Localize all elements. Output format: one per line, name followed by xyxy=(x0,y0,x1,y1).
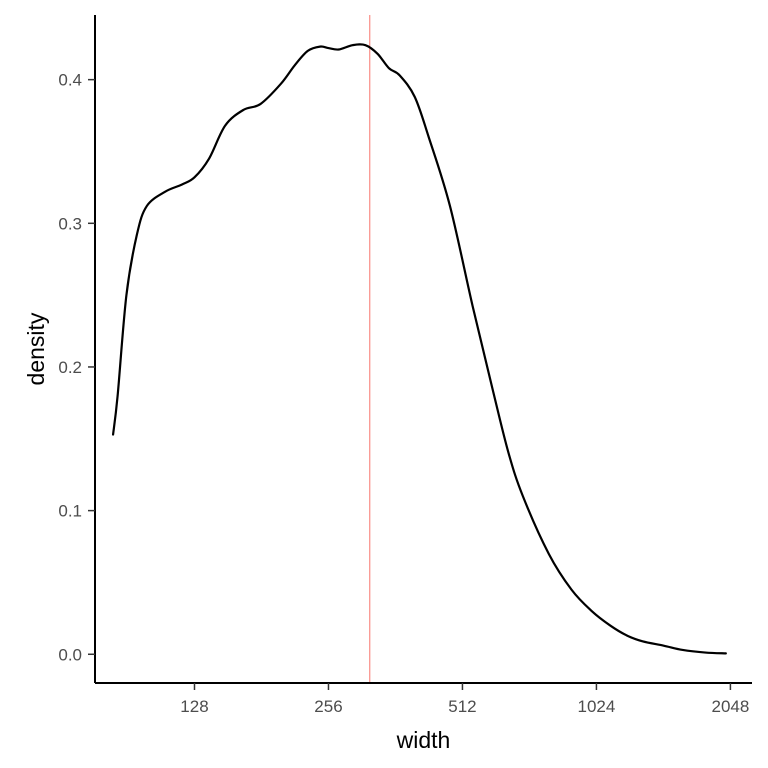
x-axis-title: width xyxy=(396,727,451,753)
y-tick-label: 0.0 xyxy=(58,645,82,664)
density-curve xyxy=(111,43,727,655)
y-tick-label: 0.1 xyxy=(58,502,82,521)
y-axis-title: density xyxy=(23,312,49,385)
x-tick-label: 512 xyxy=(448,697,476,716)
x-tick-label: 128 xyxy=(180,697,208,716)
y-tick-label: 0.2 xyxy=(58,358,82,377)
x-tick-label: 1024 xyxy=(578,697,616,716)
x-tick-label: 256 xyxy=(314,697,342,716)
y-tick-label: 0.4 xyxy=(58,71,82,90)
y-tick-label: 0.3 xyxy=(58,214,82,233)
x-tick-label: 2048 xyxy=(711,697,749,716)
